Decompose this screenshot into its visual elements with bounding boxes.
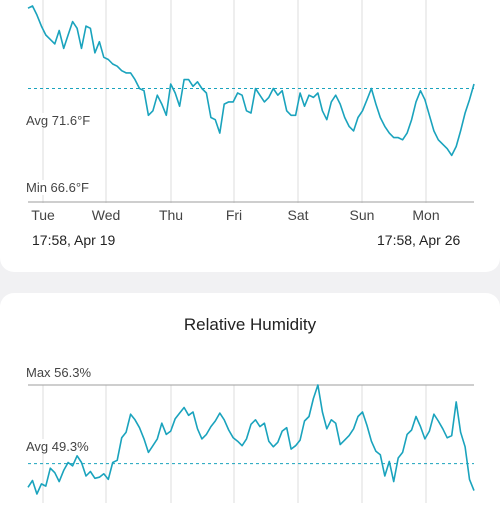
humidity-series-line (27, 384, 475, 495)
temperature-avg-label: Avg 71.6°F (24, 113, 93, 128)
humidity-max-label: Max 56.3% (24, 365, 94, 380)
day-label-sun: Sun (349, 207, 375, 223)
temperature-min-label: Min 66.6°F (24, 180, 92, 195)
humidity-chart (27, 384, 475, 503)
temperature-series-line (27, 5, 475, 157)
temperature-card: Avg 71.6°F Min 66.6°F Tue Wed Thu Fri Sa… (0, 0, 500, 272)
day-label-wed: Wed (91, 207, 121, 223)
humidity-chart-grid (42, 385, 427, 503)
start-timestamp: 17:58, Apr 19 (32, 232, 116, 248)
humidity-avg-label: Avg 49.3% (24, 439, 91, 454)
day-label-tue: Tue (31, 207, 55, 223)
humidity-title: Relative Humidity (183, 315, 317, 334)
day-label-sat: Sat (287, 207, 309, 223)
day-label-mon: Mon (412, 207, 440, 223)
end-timestamp: 17:58, Apr 26 (377, 232, 461, 248)
temperature-chart-grid (42, 0, 427, 203)
day-label-thu: Thu (158, 207, 184, 223)
humidity-card: Relative Humidity Max 56.3% Avg 49.3% (0, 293, 500, 513)
day-label-fri: Fri (225, 207, 243, 223)
temperature-chart (27, 0, 475, 203)
